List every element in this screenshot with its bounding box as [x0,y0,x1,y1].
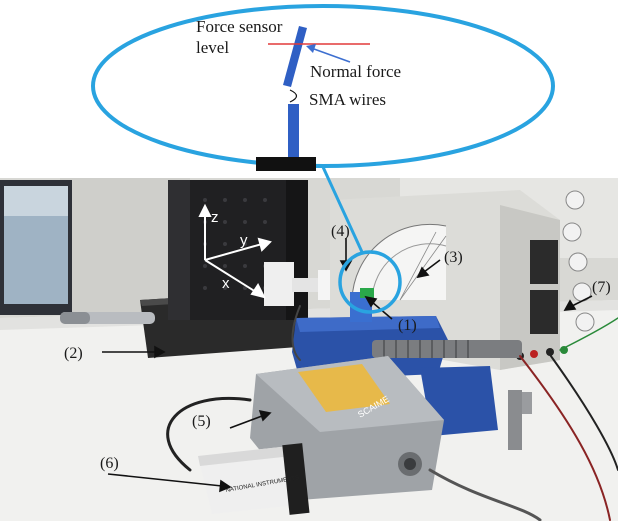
coordinate-axes [198,203,272,299]
base-plate [256,157,316,171]
bench-vise [292,288,532,450]
lower-bar [288,104,299,157]
inset-diagram: Force sensor level Normal force SMA wire… [91,4,555,171]
daq-device: NATIONAL INSTRUMENTS [198,443,310,515]
zoom-circle [338,250,402,314]
axis-x-label: x [222,275,230,292]
vise-screw [372,340,522,358]
sensor-clamp [264,262,294,306]
sma-bracket [289,89,298,103]
axis-z-label: z [211,209,219,226]
callout-3: (3) [444,249,463,266]
amplifier-box: SCAIME [250,356,444,500]
normal-force-arrow [313,48,351,63]
callout-7: (7) [592,279,611,296]
callout-5: (5) [192,413,211,430]
force-sensor-label: Force sensor [196,17,283,36]
sma-wires-label: SMA wires [309,90,386,109]
callout-2: (2) [64,345,83,362]
zoom-connector [321,166,364,253]
inset-ellipse [91,4,555,168]
axis-y-label: y [240,232,248,249]
callout-arrows [102,238,593,493]
callout-4: (4) [331,223,350,240]
zoom-indicator [321,166,402,314]
upper-bar [283,26,307,87]
callout-6: (6) [100,455,119,472]
callout-1: (1) [398,317,417,334]
cables [166,305,618,521]
level-label: level [196,38,229,57]
normal-force-label: Normal force [310,62,401,81]
